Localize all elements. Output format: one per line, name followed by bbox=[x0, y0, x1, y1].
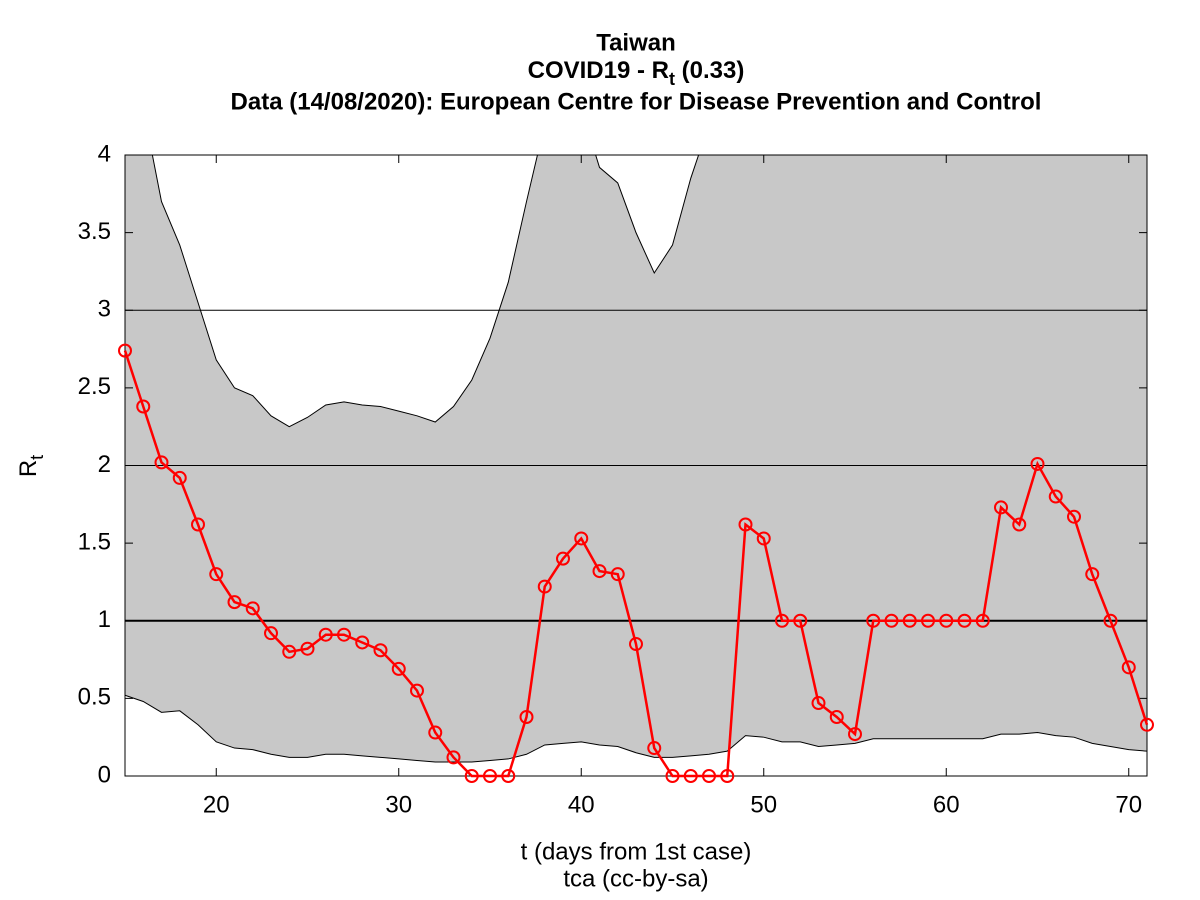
y-tick-label: 2 bbox=[98, 451, 111, 478]
footer: tca (cc-by-sa) bbox=[563, 865, 708, 892]
series-marker bbox=[1121, 660, 1136, 675]
series-marker bbox=[647, 741, 662, 756]
series-marker bbox=[410, 683, 424, 698]
x-axis-label: t (days from 1st case) bbox=[521, 838, 752, 865]
series-marker bbox=[793, 613, 808, 628]
series-marker bbox=[775, 613, 789, 628]
series-marker bbox=[300, 641, 315, 656]
y-tick-label: 0 bbox=[98, 761, 111, 788]
series-marker bbox=[227, 595, 242, 610]
series-marker bbox=[629, 637, 643, 652]
series-marker bbox=[921, 613, 935, 628]
series-marker bbox=[1012, 517, 1027, 532]
series-marker bbox=[428, 725, 443, 740]
series-marker bbox=[683, 769, 698, 783]
series-marker bbox=[391, 661, 406, 676]
series-marker bbox=[811, 696, 826, 711]
series-marker bbox=[483, 769, 497, 783]
y-label-part: R bbox=[15, 460, 42, 477]
series-marker bbox=[446, 750, 461, 765]
series-marker bbox=[866, 613, 881, 628]
y-axis-label: Rt bbox=[15, 455, 46, 477]
series-marker bbox=[337, 627, 351, 642]
series-marker bbox=[464, 769, 479, 783]
title-line: Data (14/08/2020): European Centre for D… bbox=[231, 88, 1042, 115]
series-marker bbox=[738, 517, 753, 532]
series-marker bbox=[355, 635, 370, 650]
series-marker bbox=[245, 601, 260, 616]
y-tick-label: 3.5 bbox=[78, 218, 111, 245]
series-marker bbox=[1140, 717, 1154, 732]
series-marker bbox=[264, 626, 278, 641]
band-edge bbox=[125, 694, 1147, 763]
series-marker bbox=[829, 710, 844, 725]
band-edge bbox=[151, 155, 700, 428]
confidence-band bbox=[125, 155, 1147, 763]
series-marker bbox=[154, 455, 169, 470]
series-marker bbox=[191, 517, 205, 532]
title-part: COVID19 - R bbox=[528, 57, 669, 84]
series-marker bbox=[720, 769, 735, 783]
y-label-subscript: t bbox=[27, 455, 47, 460]
x-tick-label: 30 bbox=[385, 791, 412, 818]
series-marker bbox=[501, 769, 516, 783]
series-marker bbox=[848, 727, 862, 742]
x-tick-label: 60 bbox=[933, 791, 960, 818]
series-marker bbox=[574, 531, 589, 546]
series-marker bbox=[1085, 567, 1100, 582]
y-tick-label: 1 bbox=[98, 606, 111, 633]
series-marker bbox=[975, 613, 990, 628]
series-marker bbox=[994, 500, 1008, 515]
series-marker bbox=[1067, 509, 1081, 524]
series-marker bbox=[884, 613, 899, 628]
series-marker bbox=[537, 579, 552, 594]
y-tick-label: 0.5 bbox=[78, 684, 111, 711]
series-marker bbox=[318, 627, 333, 642]
title-line: COVID19 - Rt (0.33) bbox=[528, 57, 745, 88]
series-marker bbox=[957, 613, 972, 628]
series-marker bbox=[118, 343, 132, 358]
series-marker bbox=[592, 564, 607, 579]
series-marker bbox=[939, 613, 954, 628]
series-marker bbox=[902, 613, 917, 628]
series-marker bbox=[519, 710, 534, 725]
series-marker bbox=[172, 470, 187, 485]
series-marker bbox=[373, 643, 388, 658]
title-subscript: t bbox=[669, 69, 675, 89]
x-tick-label: 70 bbox=[1115, 791, 1142, 818]
x-tick-label: 40 bbox=[568, 791, 595, 818]
y-tick-label: 1.5 bbox=[78, 528, 111, 555]
x-tick-label: 20 bbox=[203, 791, 230, 818]
series-marker bbox=[665, 769, 680, 783]
y-tick-label: 3 bbox=[98, 296, 111, 323]
title-line: Taiwan bbox=[596, 29, 676, 56]
series-marker bbox=[556, 551, 570, 566]
plot-area bbox=[125, 155, 1147, 763]
series-marker bbox=[702, 769, 716, 783]
x-tick-label: 50 bbox=[750, 791, 777, 818]
y-tick-label: 2.5 bbox=[78, 373, 111, 400]
series-marker bbox=[1030, 456, 1045, 471]
series-marker bbox=[756, 531, 771, 546]
series-marker bbox=[1048, 489, 1063, 504]
series-marker bbox=[282, 644, 297, 659]
y-tick-label: 4 bbox=[98, 140, 111, 167]
series-marker bbox=[1103, 613, 1118, 628]
title-part: (0.33) bbox=[675, 57, 744, 84]
series-marker bbox=[136, 399, 151, 414]
series-marker bbox=[610, 567, 625, 582]
series-marker bbox=[209, 567, 224, 582]
